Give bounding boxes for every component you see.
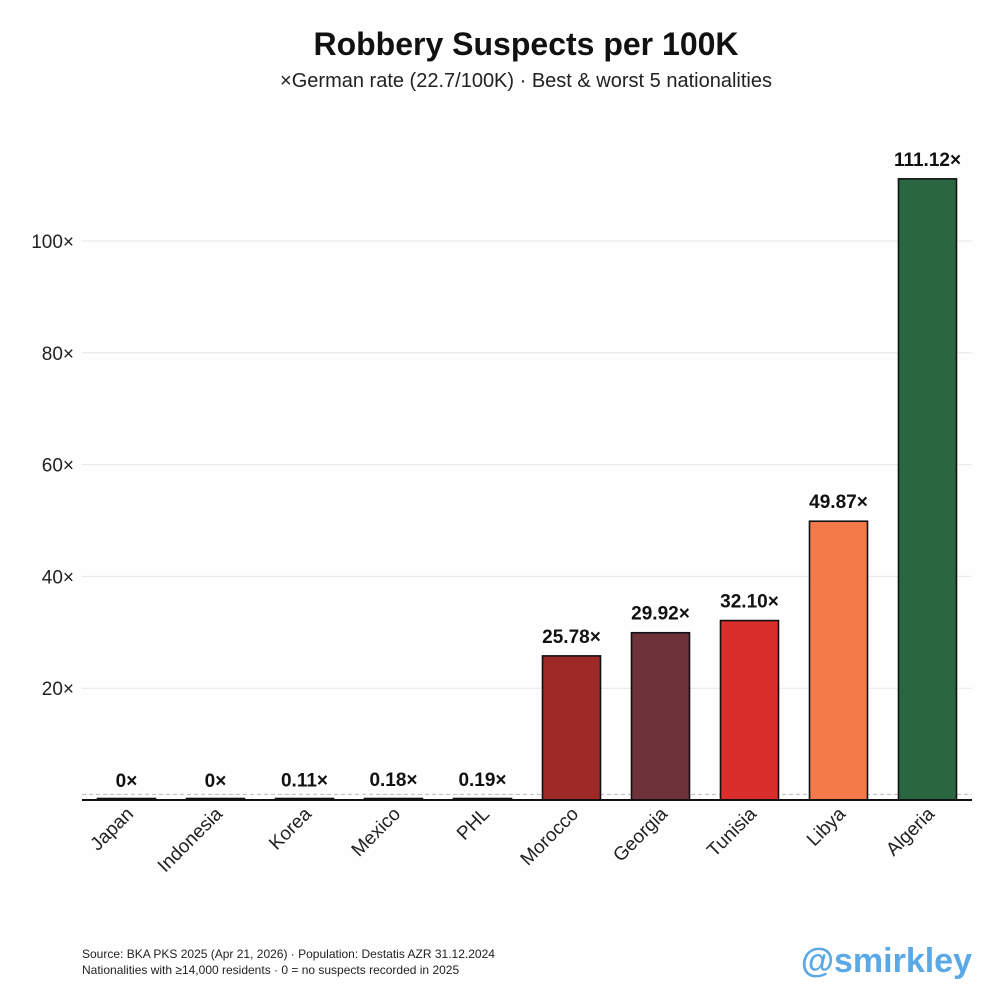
- x-tick-label: Korea: [265, 803, 316, 854]
- y-tick-label: 20×: [42, 679, 74, 700]
- data-label: 0×: [116, 771, 138, 792]
- chart-subtitle: ×German rate (22.7/100K) · Best & worst …: [280, 70, 772, 92]
- x-tick-label: Mexico: [348, 804, 405, 861]
- bar: [808, 520, 869, 801]
- footer-note: Nationalities with ≥14,000 residents · 0…: [82, 963, 460, 977]
- data-label: 29.92×: [631, 604, 690, 625]
- data-label: 25.78×: [542, 627, 601, 648]
- bar: [719, 619, 780, 801]
- footer: Source: BKA PKS 2025 (Apr 21, 2026) · Po…: [82, 946, 495, 978]
- y-tick-label: 60×: [42, 456, 74, 477]
- x-tick-label: Japan: [87, 804, 138, 855]
- data-label: 111.12×: [894, 150, 961, 171]
- data-label: 0×: [205, 771, 227, 792]
- data-label: 32.10×: [720, 592, 779, 613]
- x-tick-label: Libya: [803, 803, 850, 850]
- data-label: 0.19×: [458, 770, 506, 791]
- x-tick-label: PHL: [453, 804, 494, 845]
- footer-source: Source: BKA PKS 2025 (Apr 21, 2026) · Po…: [82, 947, 495, 961]
- x-tick-label: Tunisia: [703, 803, 761, 861]
- x-tick-label: Indonesia: [154, 803, 227, 876]
- bar: [541, 655, 602, 801]
- y-tick-label: 100×: [31, 232, 74, 253]
- bar: [630, 631, 691, 801]
- chart-title: Robbery Suspects per 100K: [313, 26, 739, 62]
- data-label: 0.11×: [281, 770, 328, 791]
- author-handle: @smirkley: [800, 942, 972, 980]
- y-tick-label: 40×: [42, 567, 74, 588]
- y-tick-label: 80×: [42, 344, 74, 365]
- x-tick-label: Morocco: [517, 804, 583, 870]
- data-label: 49.87×: [809, 492, 868, 513]
- x-tick-label: Georgia: [609, 803, 672, 866]
- data-label: 0.18×: [369, 770, 417, 791]
- x-tick-label: Algeria: [882, 803, 939, 860]
- bar: [897, 178, 958, 801]
